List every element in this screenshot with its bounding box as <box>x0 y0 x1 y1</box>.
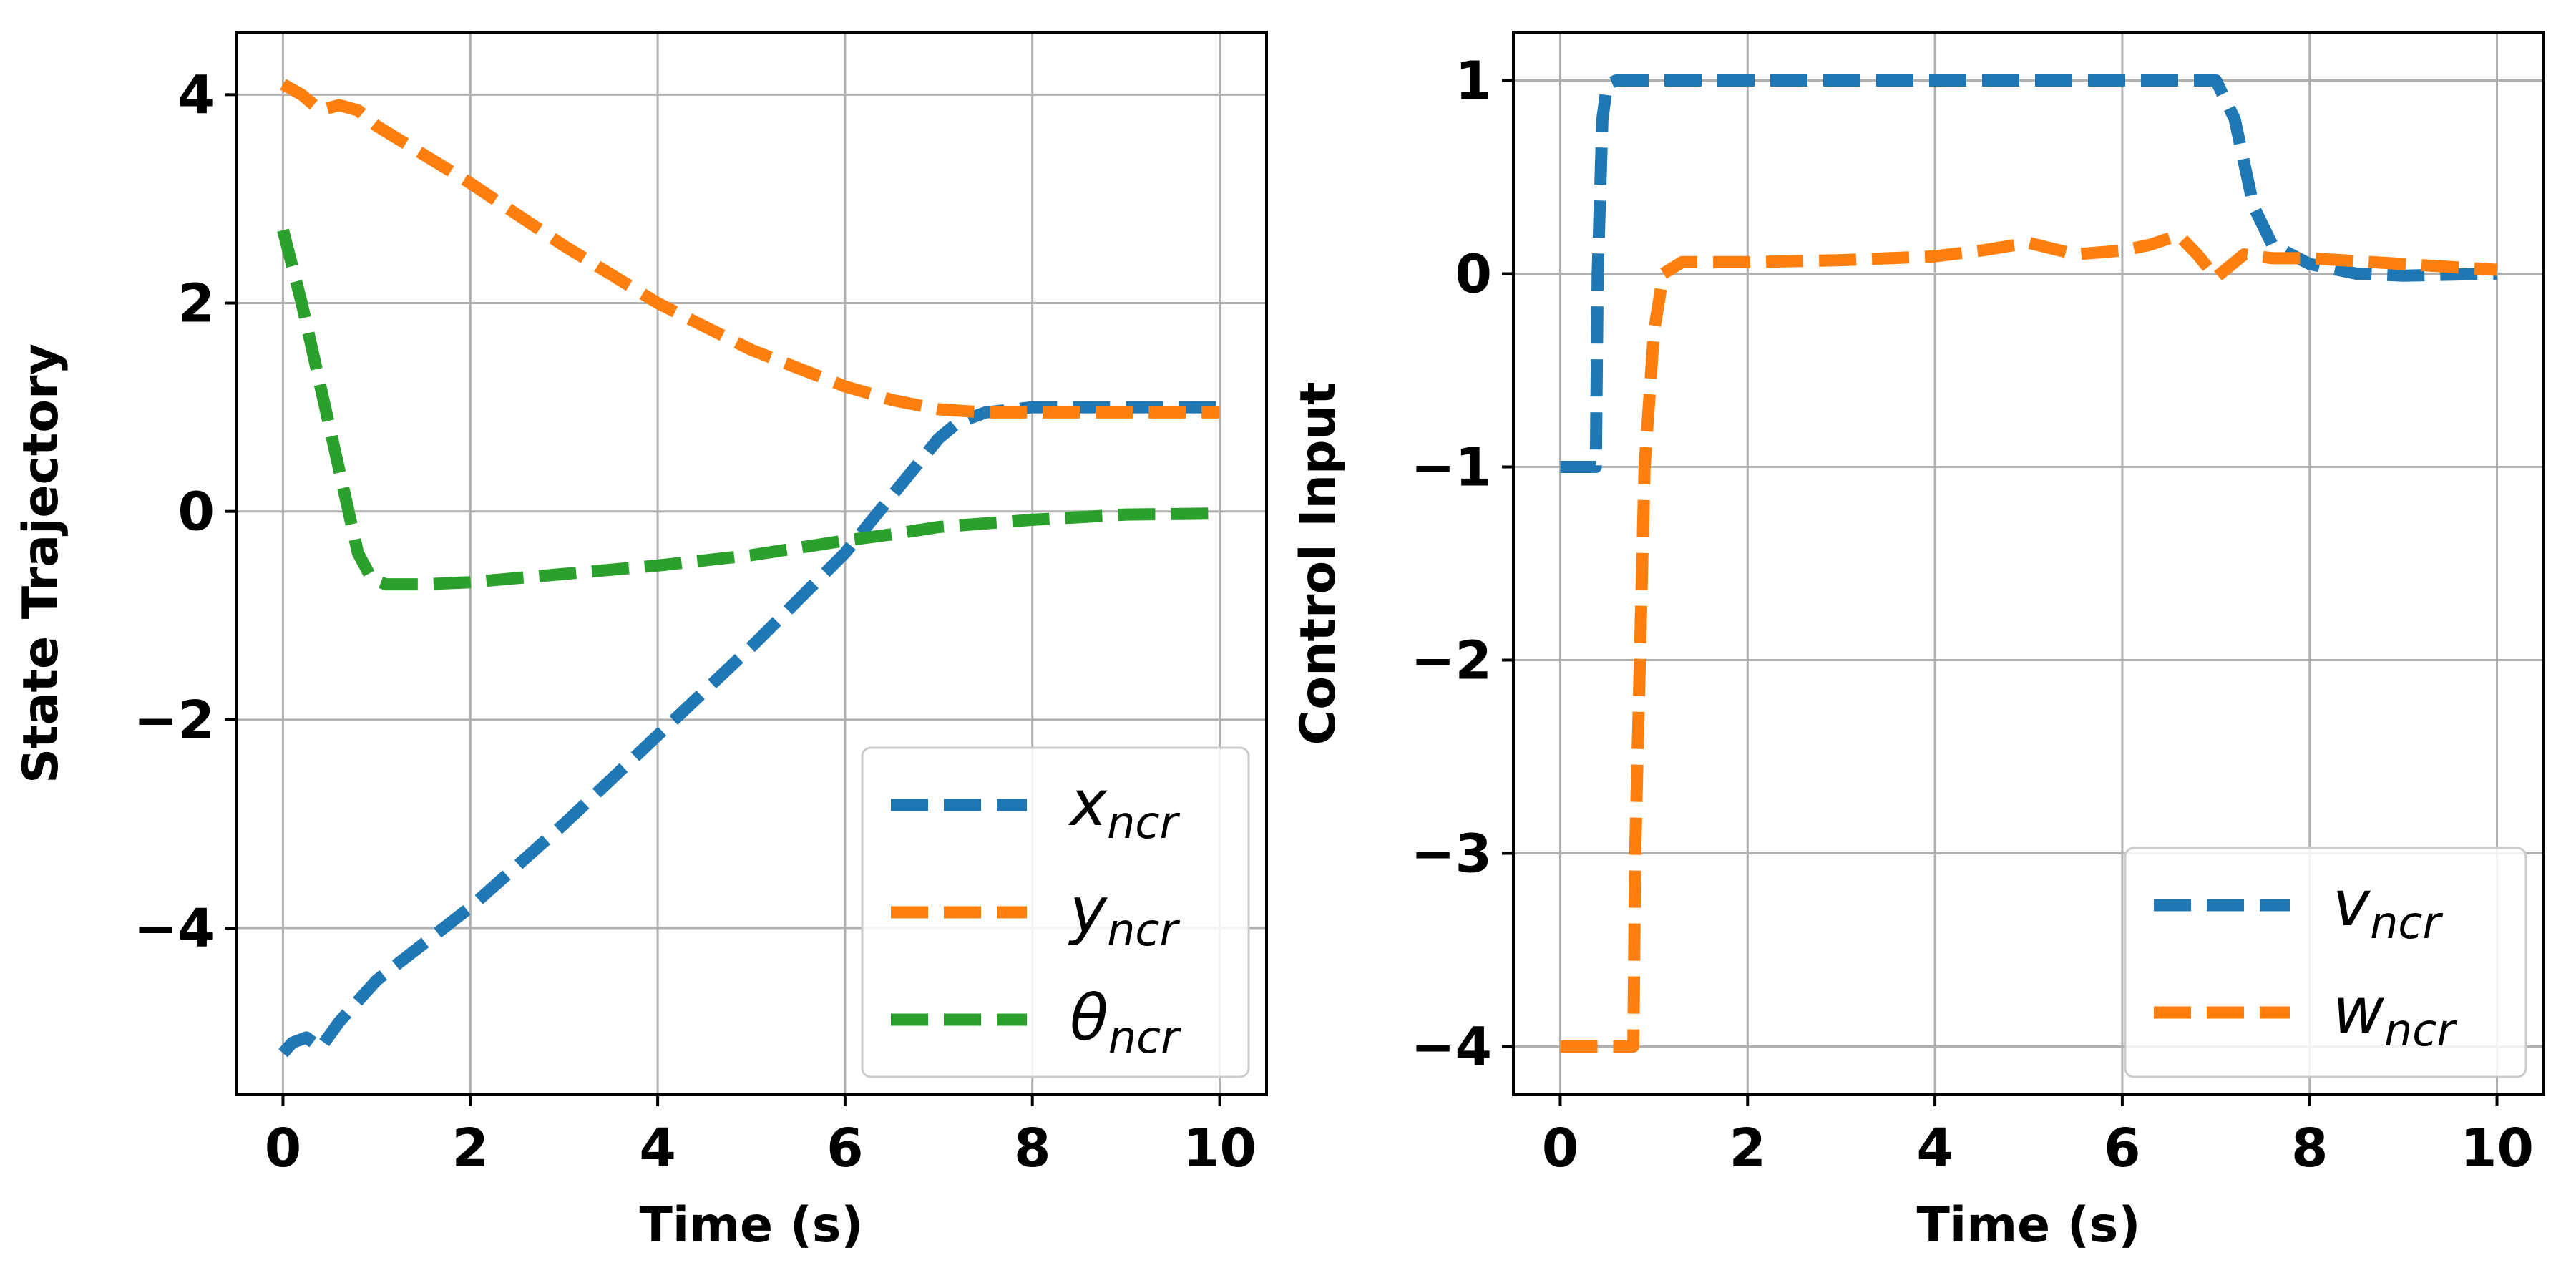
plot-frame <box>1512 31 2545 1096</box>
legend-box <box>861 746 1250 1078</box>
y-tick-label: 4 <box>178 64 215 126</box>
state-trajectory-panel: 0 2 4 6 8 10 −4 −2 0 2 4 Time (s) State Trajectory xn… <box>13 31 1268 1254</box>
x-tick-label: 6 <box>826 1118 864 1179</box>
series-line-state-1 <box>280 79 1220 419</box>
y-tick-label: 2 <box>178 273 215 335</box>
legend: xncr yncr θncr <box>861 746 1250 1078</box>
y-tick-label: 1 <box>1455 51 1493 112</box>
x-tick-label: 4 <box>639 1118 676 1179</box>
legend-entry: θncr <box>1070 981 1181 1063</box>
legend-box <box>2124 847 2527 1078</box>
legend-entry: wncr <box>2333 974 2457 1056</box>
legend-entry: yncr <box>1068 874 1180 956</box>
series-line-control-0 <box>1560 74 2497 473</box>
y-tick-label: −2 <box>134 690 215 751</box>
x-tick-label: 8 <box>1014 1118 1051 1179</box>
x-axis-label: Time (s) <box>1917 1197 2141 1254</box>
x-axis-label: Time (s) <box>640 1197 864 1254</box>
x-tick-label: 10 <box>1183 1118 1257 1179</box>
legend: vncr wncr <box>2124 847 2527 1078</box>
x-tick-label: 2 <box>452 1118 489 1179</box>
legend-entry: vncr <box>2333 867 2443 949</box>
series-line-state-2 <box>277 228 1220 591</box>
x-tick-label: 10 <box>2460 1118 2534 1179</box>
x-tick-label: 8 <box>2291 1118 2328 1179</box>
legend-entry: xncr <box>1068 766 1180 849</box>
x-tick-label: 2 <box>1729 1118 1767 1179</box>
x-tick-label: 6 <box>2104 1118 2141 1179</box>
y-axis-label: Control Input <box>1290 381 1347 745</box>
x-tick-label: 0 <box>265 1118 302 1179</box>
x-tick-label: 4 <box>1916 1118 1953 1179</box>
y-tick-label: 0 <box>1455 244 1493 306</box>
series-line-control-1 <box>1560 229 2498 1053</box>
y-tick-label: −1 <box>1411 437 1493 499</box>
y-tick-label: 0 <box>178 482 215 543</box>
y-tick-label: −4 <box>134 898 215 960</box>
y-tick-label: −4 <box>1411 1017 1493 1078</box>
x-tick-label: 0 <box>1542 1118 1579 1179</box>
control-input-panel: 0 2 4 6 8 10 −4 −3 −2 −1 0 1 Time (s) Control Input vn… <box>1290 31 2545 1254</box>
y-tick-label: −2 <box>1411 630 1493 692</box>
plot-frame <box>235 31 1268 1096</box>
y-tick-label: −3 <box>1411 824 1493 885</box>
y-axis-label: State Trajectory <box>13 343 69 784</box>
